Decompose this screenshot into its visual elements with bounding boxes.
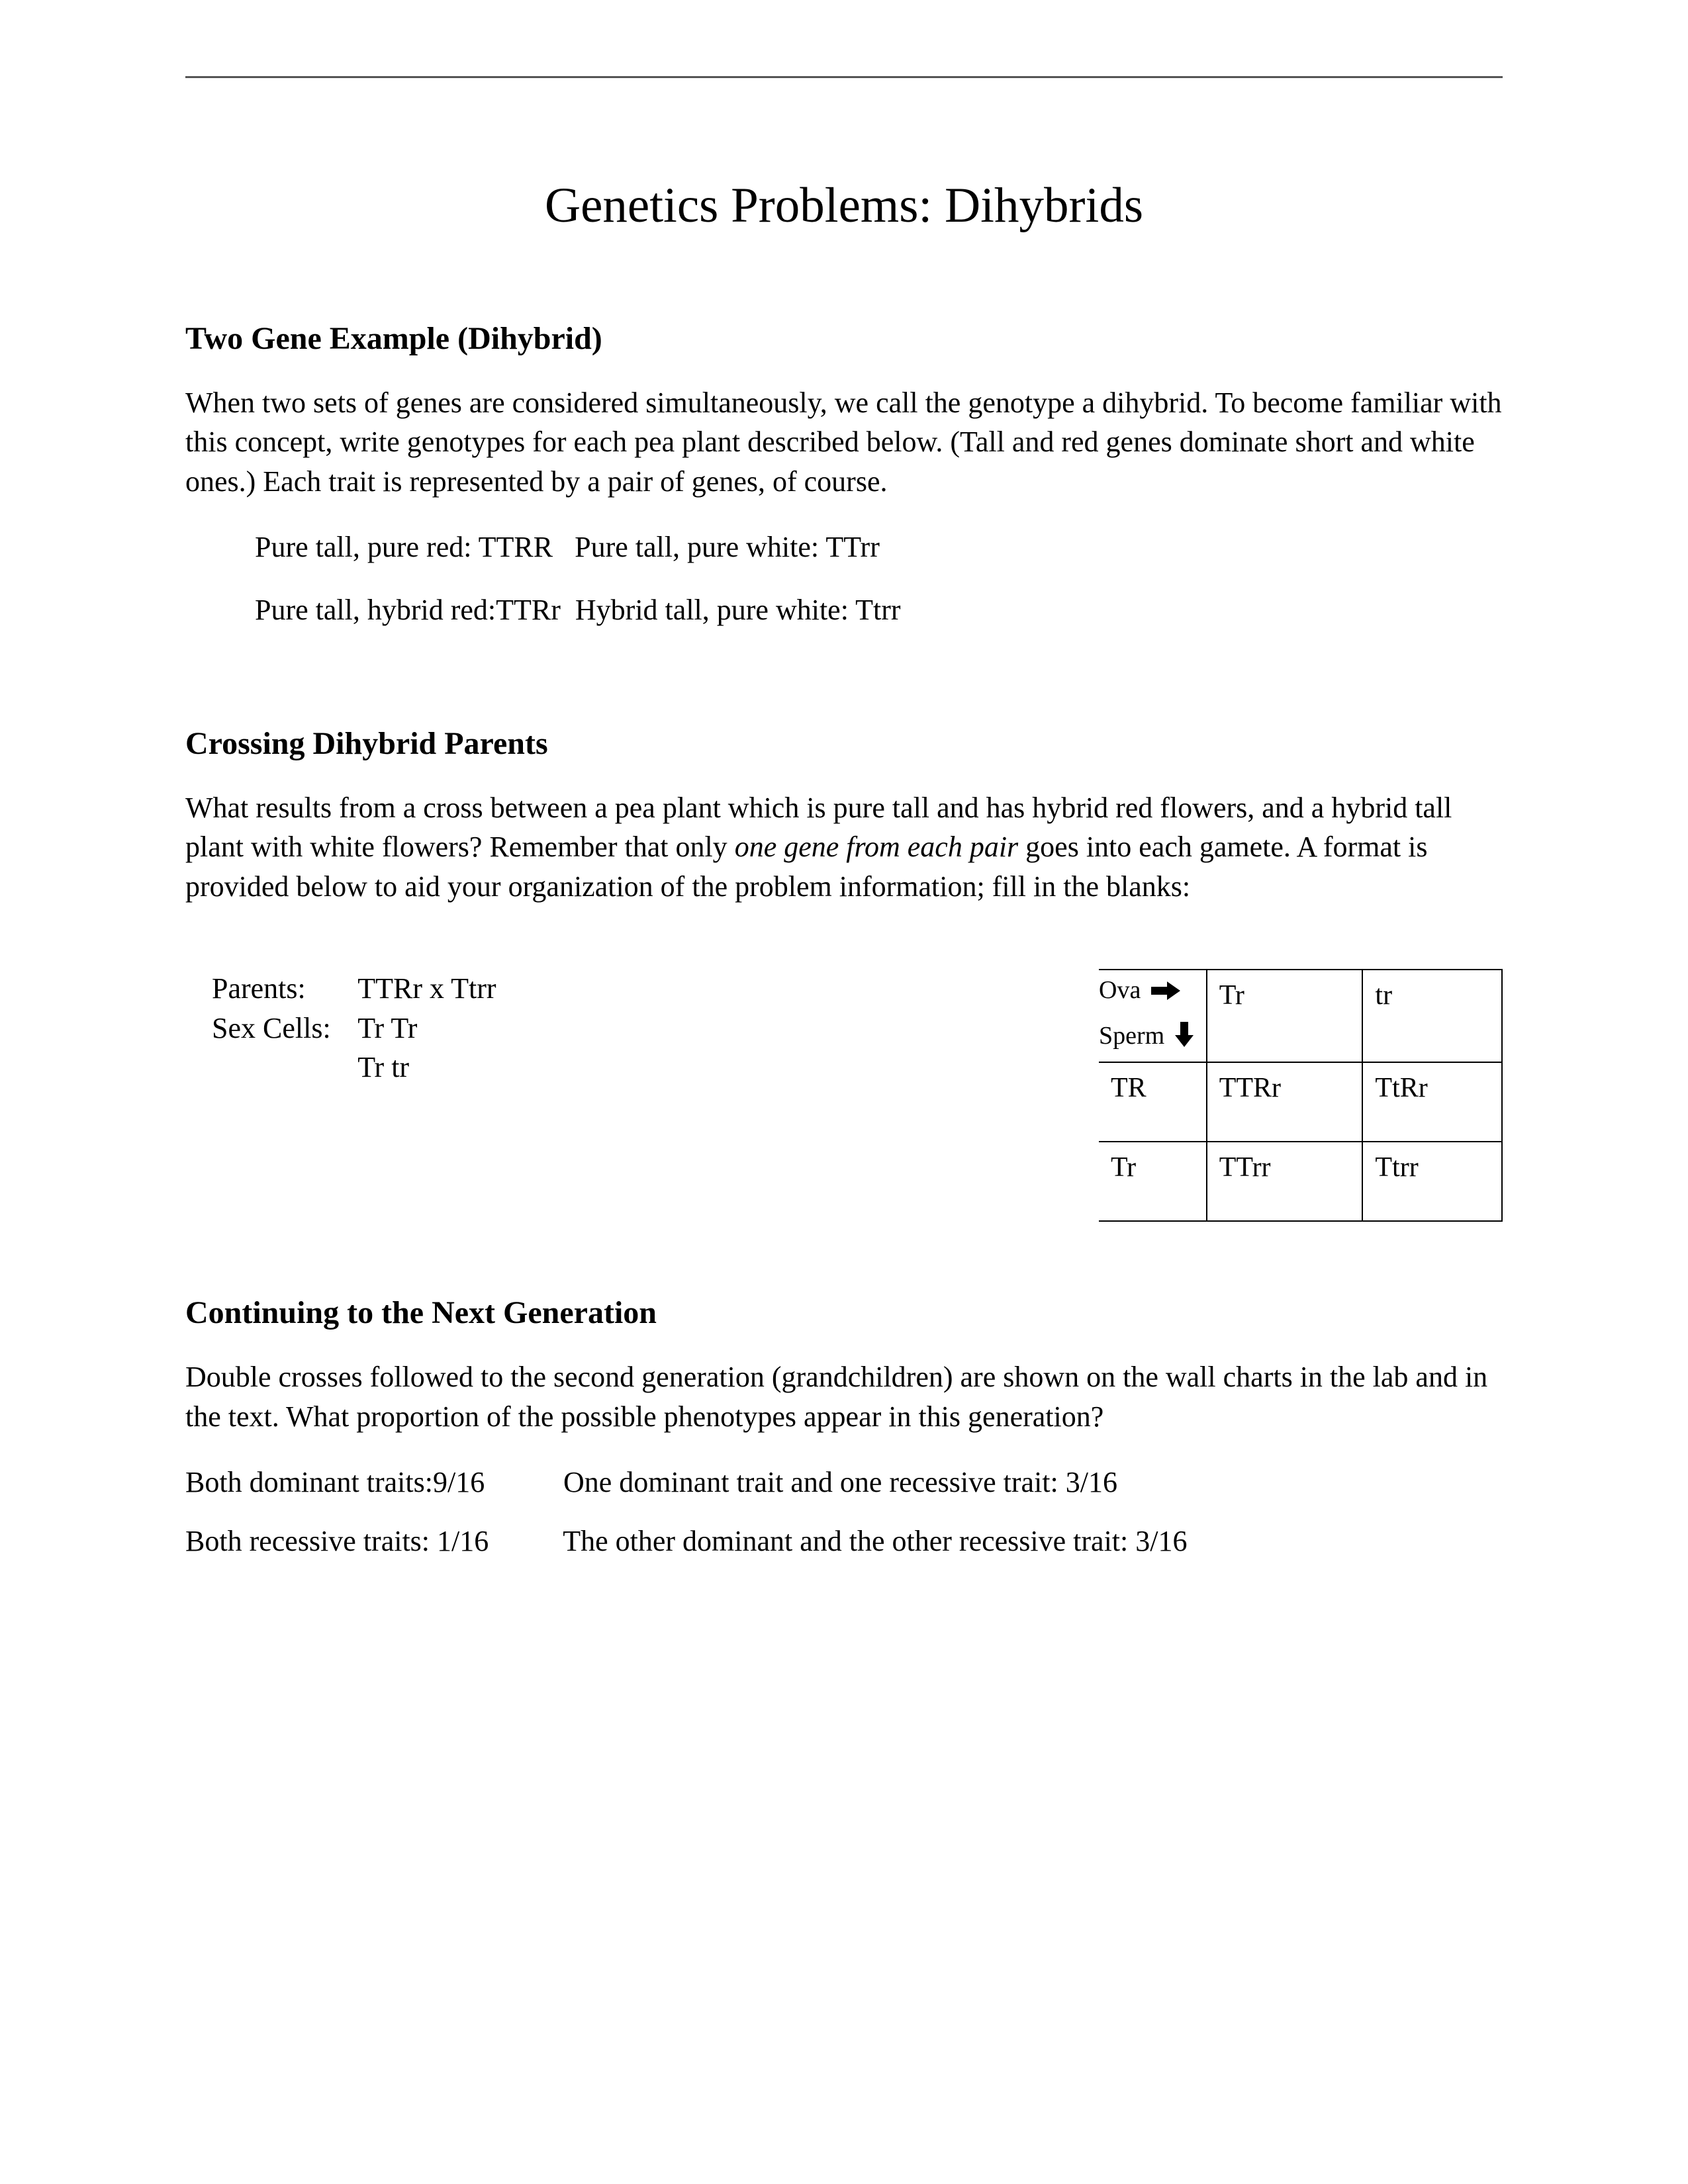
phenotype-ratios: Both dominant traits:9/16 One dominant t…: [185, 1463, 1503, 1561]
ex-r1a: Pure tall, pure red: TTRR: [255, 531, 553, 563]
punnett-table: Ova Sperm Tr tr: [1099, 969, 1503, 1222]
top-rule: [185, 76, 1503, 78]
ex-r2a: Pure tall, hybrid red:TTRr: [255, 594, 561, 626]
section1-heading: Two Gene Example (Dihybrid): [185, 320, 1503, 357]
arrow-down-icon: [1175, 1022, 1194, 1054]
section3-heading: Continuing to the Next Generation: [185, 1295, 1503, 1331]
section2-heading: Crossing Dihybrid Parents: [185, 725, 1503, 762]
sperm-label: Sperm: [1099, 1022, 1164, 1050]
punnett-r1c2: TtRr: [1362, 1062, 1502, 1142]
punnett-square: Ova Sperm Tr tr: [1099, 969, 1503, 1222]
cross-layout: Parents: TTRr x Ttrr Sex Cells: Tr Tr Tr…: [185, 969, 1503, 1222]
arrow-right-icon: [1151, 978, 1180, 1007]
cross-left: Parents: TTRr x Ttrr Sex Cells: Tr Tr Tr…: [185, 969, 1072, 1087]
punnett-row2-label: Tr: [1099, 1142, 1207, 1221]
sexcells-val1: Tr Tr: [357, 1012, 417, 1044]
parents-value: TTRr x Ttrr: [357, 972, 496, 1005]
section2-para-em: one gene from each pair: [735, 831, 1018, 863]
punnett-r2c1: TTrr: [1207, 1142, 1363, 1221]
ex-r1b: Pure tall, pure white: TTrr: [575, 531, 880, 563]
page-title: Genetics Problems: Dihybrids: [185, 177, 1503, 234]
parents-label: Parents:: [212, 969, 351, 1008]
punnett-r1c1: TTRr: [1207, 1062, 1363, 1142]
punnett-col2: tr: [1362, 970, 1502, 1062]
punnett-row1-label: TR: [1099, 1062, 1207, 1142]
punnett-r2c2: Ttrr: [1362, 1142, 1502, 1221]
sexcells-label: Sex Cells:: [212, 1009, 351, 1048]
section3-para: Double crosses followed to the second ge…: [185, 1357, 1503, 1436]
ratio-r2a: Both recessive traits: 1/16: [185, 1522, 556, 1561]
section1-para: When two sets of genes are considered si…: [185, 383, 1503, 501]
punnett-col1: Tr: [1207, 970, 1363, 1062]
punnett-corner: Ova Sperm: [1099, 970, 1207, 1062]
page: Genetics Problems: Dihybrids Two Gene Ex…: [0, 0, 1688, 1561]
blank-label: [212, 1048, 351, 1087]
ratio-r1b: One dominant trait and one recessive tra…: [563, 1466, 1117, 1498]
ratio-r1a: Both dominant traits:9/16: [185, 1463, 556, 1502]
sexcells-val2: Tr tr: [357, 1051, 409, 1083]
ratio-r2b: The other dominant and the other recessi…: [563, 1525, 1187, 1557]
ex-r2b: Hybrid tall, pure white: Ttrr: [575, 594, 901, 626]
section2-para: What results from a cross between a pea …: [185, 788, 1503, 906]
ova-label: Ova: [1099, 976, 1141, 1004]
section1-examples: Pure tall, pure red: TTRR Pure tall, pur…: [255, 527, 1503, 629]
